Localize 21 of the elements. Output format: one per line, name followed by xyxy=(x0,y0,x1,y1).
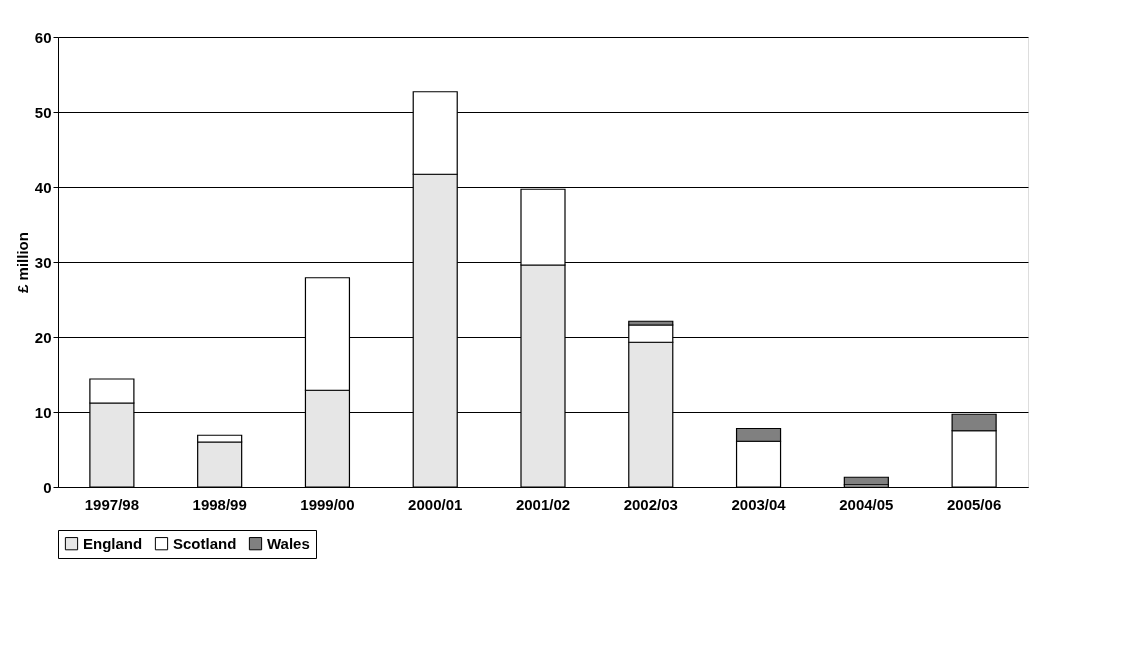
y-tick-label: 50 xyxy=(34,103,52,121)
x-tick-label: 2000/01 xyxy=(408,495,463,513)
legend-label: Scotland xyxy=(173,534,237,552)
x-tick-label: 1997/98 xyxy=(84,495,140,513)
y-tick-label: 10 xyxy=(34,403,52,421)
x-tick-label: 2005/06 xyxy=(946,495,1002,513)
x-tick-label: 1998/99 xyxy=(192,495,247,513)
x-tick-label: 2001/02 xyxy=(515,495,571,513)
legend-label: England xyxy=(83,534,143,552)
y-tick-label: 60 xyxy=(34,28,52,46)
legend-label: Wales xyxy=(267,534,310,552)
y-tick-label: 0 xyxy=(43,478,52,496)
x-tick-label: 2002/03 xyxy=(623,495,678,513)
x-tick-label: 1999/00 xyxy=(300,495,355,513)
x-tick-label: 2003/04 xyxy=(731,495,787,513)
y-tick-label: 30 xyxy=(34,253,52,271)
bar xyxy=(843,476,889,486)
y-axis-title: £ million xyxy=(13,232,31,293)
y-tick-label: 20 xyxy=(34,328,52,346)
x-tick-label: 2004/05 xyxy=(839,495,894,513)
y-tick-label: 40 xyxy=(34,178,52,196)
